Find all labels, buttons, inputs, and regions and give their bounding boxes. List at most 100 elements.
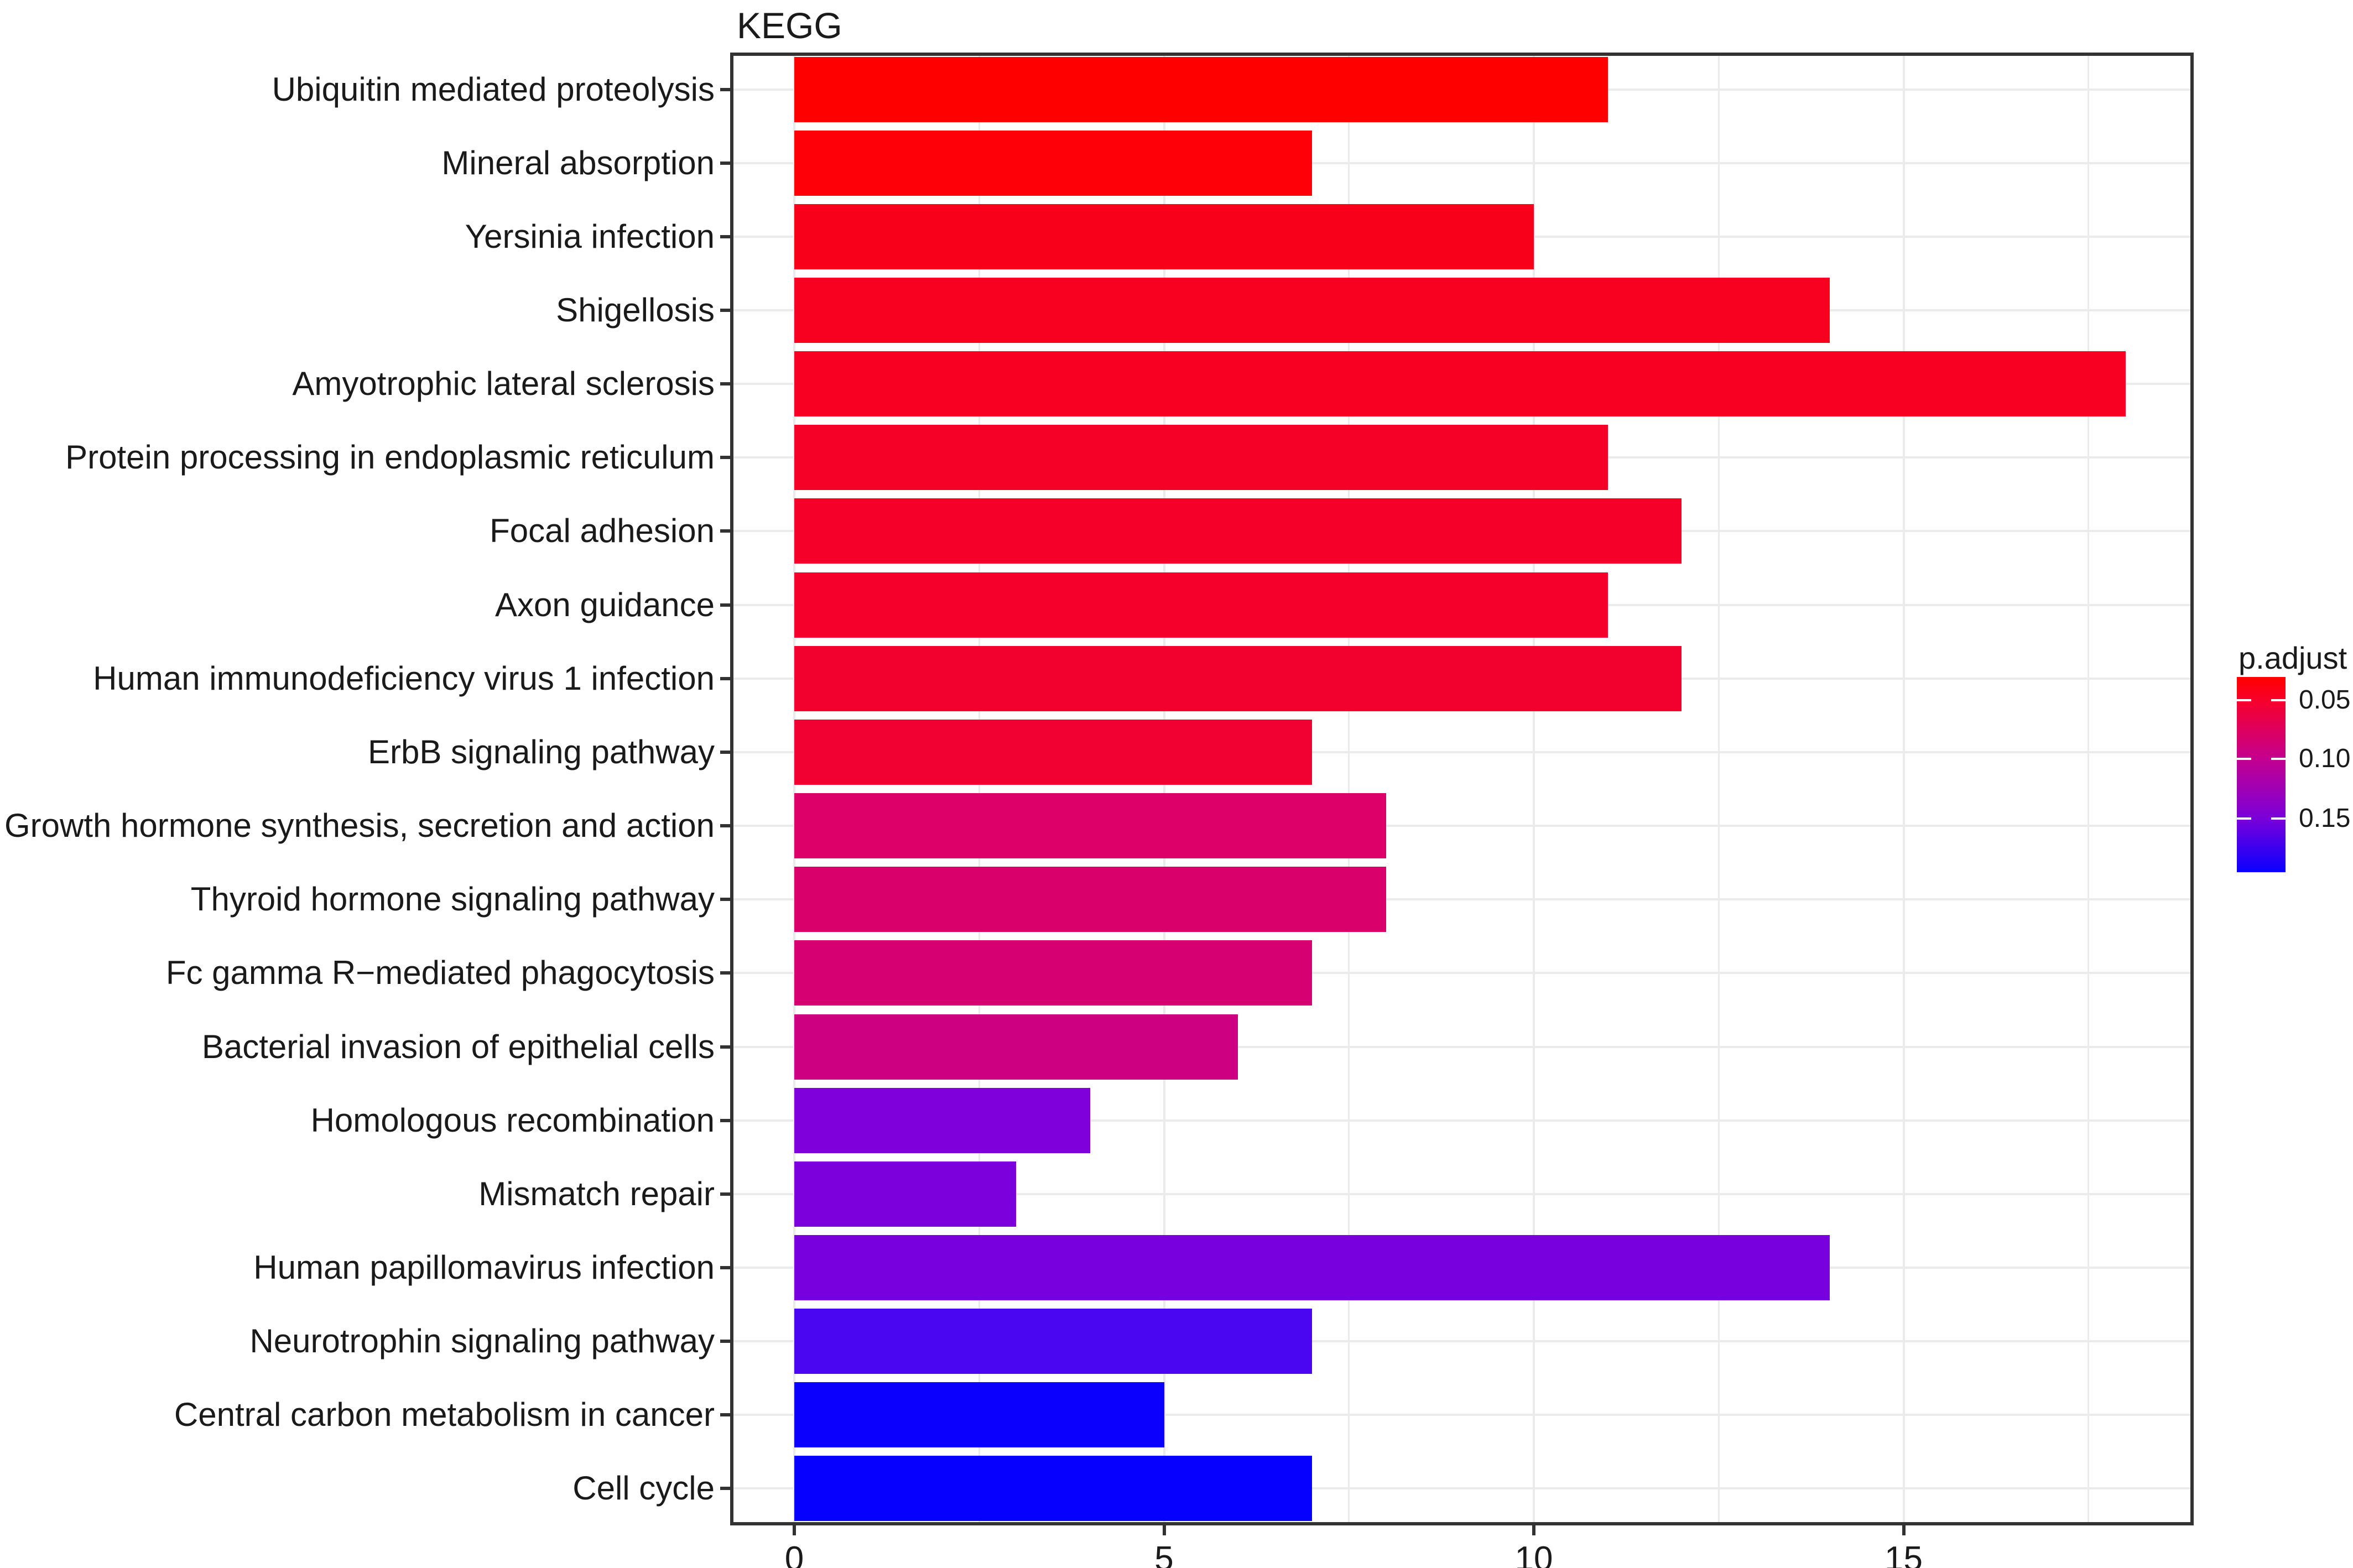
minor-gridline-x-17.5 [2087,53,2090,1525]
y-axis-label: Homologous recombination [310,1101,715,1139]
bar-growth-hormone-synthesis-secretion-and-action [794,793,1386,859]
bar-central-carbon-metabolism-in-cancer [794,1382,1164,1448]
major-gridline-x-10 [1533,53,1535,1525]
legend-tick-left-0.15 [2237,817,2251,820]
y-axis-label: Growth hormone synthesis, secretion and … [4,807,715,845]
minor-gridline-x-12.5 [1717,53,1720,1525]
bar-thyroid-hormone-signaling-pathway [794,867,1386,933]
major-gridline-y-13 [730,972,2194,975]
y-axis-tick [720,750,730,754]
y-axis-label: Central carbon metabolism in cancer [174,1396,715,1434]
y-axis-label: Amyotrophic lateral sclerosis [292,365,715,403]
y-axis-label: Focal adhesion [490,512,715,550]
y-axis-label: Ubiquitin mediated proteolysis [272,70,715,108]
bar-erbb-signaling-pathway [794,719,1312,785]
y-axis-tick [720,1192,730,1196]
legend-label-0.10: 0.10 [2299,744,2351,774]
bar-yersinia-infection [794,204,1534,269]
major-gridline-y-16 [730,1192,2194,1195]
bar-human-immunodeficiency-virus-1-infection [794,645,1682,711]
y-axis-label: Human immunodeficiency virus 1 infection [93,659,715,697]
bar-homologous-recombination [794,1087,1090,1153]
y-axis-tick [720,382,730,386]
y-axis-label: Mineral absorption [441,144,715,181]
bar-cell-cycle [794,1456,1312,1522]
y-axis-tick [720,1487,730,1491]
x-axis-label-15: 15 [1885,1540,1923,1568]
y-axis-tick [720,1118,730,1122]
x-axis-tick-5 [1162,1525,1166,1535]
y-axis-label: Mismatch repair [478,1175,715,1212]
y-axis-label: Fc gamma R−mediated phagocytosis [165,954,715,992]
y-axis-tick [720,161,730,165]
y-axis-tick [720,1413,730,1417]
bar-axon-guidance [794,572,1608,638]
y-axis-label: Bacterial invasion of epithelial cells [201,1028,715,1065]
y-axis-tick [720,971,730,975]
x-axis-label-0: 0 [784,1540,804,1568]
legend-gradient-bar [2237,677,2286,872]
bar-human-papillomavirus-infection [794,1234,1830,1300]
y-axis-tick [720,1265,730,1269]
minor-gridline-x-2.5 [978,53,980,1525]
y-axis-tick [720,235,730,238]
y-axis-tick [720,1340,730,1343]
major-gridline-y-15 [730,1119,2194,1122]
major-gridline-x-5 [1163,53,1165,1525]
y-axis-tick [720,309,730,312]
bar-protein-processing-in-endoplasmic-reticulum [794,425,1608,491]
y-axis-tick [720,824,730,828]
legend-tick-left-0.05 [2237,699,2251,702]
major-gridline-y-18 [730,1340,2194,1343]
y-axis-tick [720,898,730,902]
legend-tick-right-0.10 [2271,758,2286,760]
y-axis-label: Cell cycle [572,1470,715,1507]
plot-panel [730,53,2194,1525]
minor-gridline-x-7.5 [1348,53,1350,1525]
bar-amyotrophic-lateral-sclerosis [794,351,2126,417]
major-gridline-y-19 [730,1414,2194,1416]
major-gridline-x-15 [1902,53,1905,1525]
x-axis-label-5: 5 [1154,1540,1174,1568]
chart-title: KEGG [737,5,842,46]
legend-tick-right-0.15 [2271,817,2286,820]
major-gridline-y-12 [730,898,2194,901]
x-axis-tick-15 [1902,1525,1906,1535]
legend-p-adjust: p.adjust 0.05 0.10 0.15 [2224,631,2353,940]
bar-neurotrophin-signaling-pathway [794,1309,1312,1374]
y-axis-tick [720,603,730,607]
major-gridline-y-14 [730,1045,2194,1048]
y-axis-tick [720,87,730,91]
x-axis-label-10: 10 [1514,1540,1553,1568]
x-axis-tick-0 [793,1525,796,1535]
bar-shigellosis [794,278,1830,343]
bar-mineral-absorption [794,130,1312,196]
y-axis-tick [720,456,730,460]
legend-title: p.adjust [2239,640,2347,675]
y-axis-tick [720,1045,730,1049]
bar-mismatch-repair [794,1161,1017,1227]
legend-label-0.15: 0.15 [2299,803,2351,833]
bar-ubiquitin-mediated-proteolysis [794,56,1608,122]
y-axis-label: Human papillomavirus infection [253,1248,715,1286]
major-gridline-y-11 [730,825,2194,827]
major-gridline-y-10 [730,751,2194,753]
major-gridline-y-20 [730,1487,2194,1490]
bar-fc-gamma-r-mediated-phagocytosis [794,940,1312,1006]
y-axis-tick [720,676,730,680]
y-axis-label: Yersinia infection [465,217,715,255]
bar-focal-adhesion [794,498,1682,564]
y-axis-label: ErbB signaling pathway [367,733,715,770]
x-axis-tick-10 [1532,1525,1535,1535]
y-axis-label: Shigellosis [556,291,715,329]
y-axis-label: Protein processing in endoplasmic reticu… [65,439,715,476]
legend-tick-right-0.05 [2271,699,2286,702]
legend-tick-left-0.10 [2237,758,2251,760]
y-axis-label: Axon guidance [495,586,715,623]
y-axis-tick [720,529,730,533]
major-gridline-y-2 [730,162,2194,164]
major-gridline-x-0 [793,53,795,1525]
y-axis-label: Thyroid hormone signaling pathway [190,881,715,918]
legend-label-0.05: 0.05 [2299,685,2351,715]
